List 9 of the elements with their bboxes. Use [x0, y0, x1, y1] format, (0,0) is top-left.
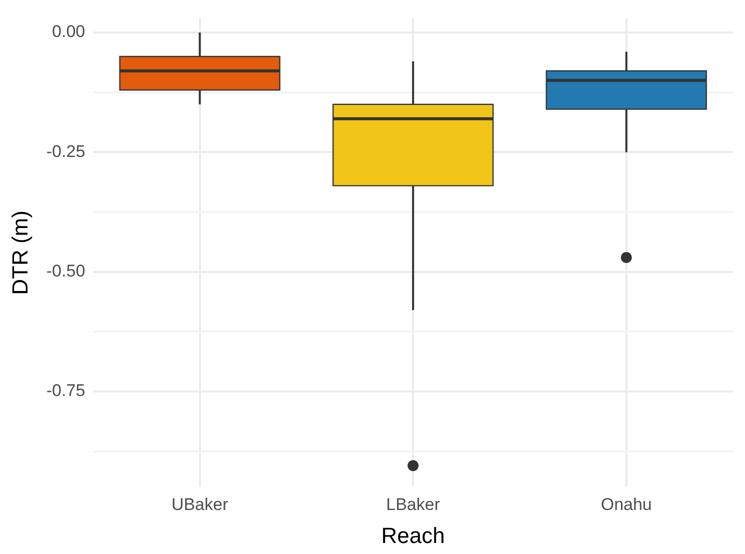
x-tick-label: UBaker — [171, 495, 228, 514]
y-tick-label: -0.75 — [46, 381, 86, 400]
x-tick-label: LBaker — [386, 495, 440, 514]
y-tick-label: -0.50 — [46, 262, 86, 281]
x-axis-title: Reach — [381, 522, 445, 548]
y-axis-title: DTR (m) — [7, 210, 32, 295]
x-tick-label: Onahu — [600, 495, 652, 514]
y-tick-label: -0.25 — [46, 142, 86, 161]
y-tick-label: 0.00 — [52, 22, 86, 42]
